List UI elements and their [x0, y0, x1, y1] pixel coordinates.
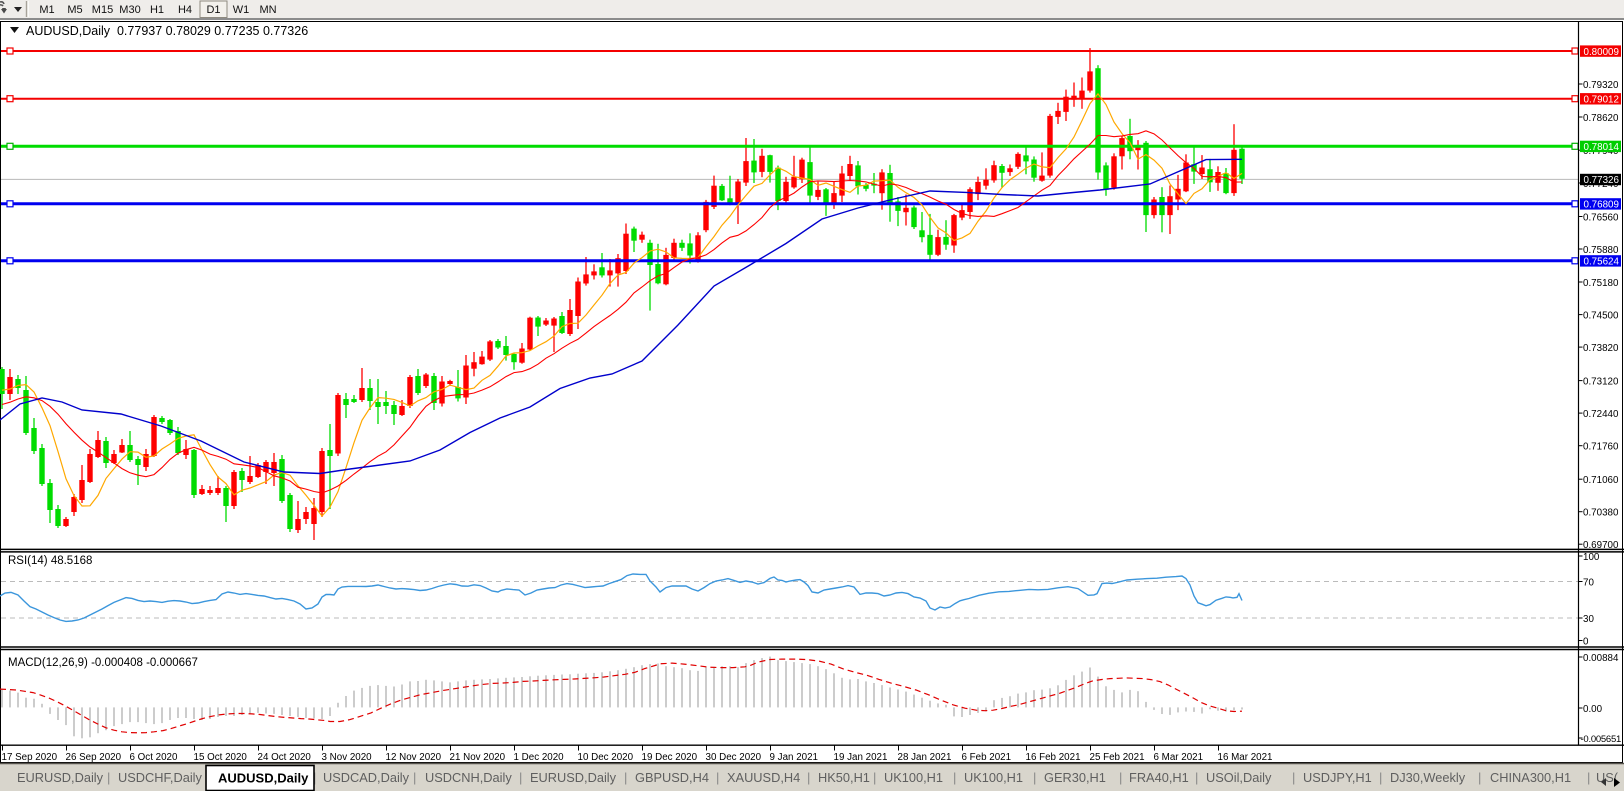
svg-text:|: |: [873, 770, 876, 785]
svg-text:26 Sep 2020: 26 Sep 2020: [66, 752, 122, 763]
svg-text:USDCAD,Daily: USDCAD,Daily: [323, 770, 410, 785]
svg-text:-0.005651: -0.005651: [1581, 734, 1622, 745]
svg-text:|: |: [1587, 770, 1590, 785]
svg-text:0.80009: 0.80009: [1584, 47, 1619, 58]
svg-text:RSI(14) 48.5168: RSI(14) 48.5168: [8, 555, 92, 567]
svg-text:|: |: [624, 770, 627, 785]
svg-text:FRA40,H1: FRA40,H1: [1129, 770, 1189, 785]
svg-text:EURUSD,Daily: EURUSD,Daily: [530, 770, 617, 785]
svg-text:M1: M1: [39, 4, 54, 16]
svg-text:0.75180: 0.75180: [1583, 278, 1619, 289]
svg-text:|: |: [1292, 770, 1295, 785]
svg-text:0.69700: 0.69700: [1583, 540, 1619, 551]
svg-text:0.78014: 0.78014: [1584, 142, 1620, 153]
svg-text:USOil,Daily: USOil,Daily: [1206, 770, 1272, 785]
svg-text:3 Nov 2020: 3 Nov 2020: [322, 752, 373, 763]
svg-text:100: 100: [1583, 552, 1600, 563]
svg-text:0.75624: 0.75624: [1584, 257, 1620, 268]
svg-text:AUDUSD,Daily 0.77937 0.78029: AUDUSD,Daily 0.77937 0.78029 0.77235 0.7…: [26, 24, 308, 38]
svg-text:US(: US(: [1596, 770, 1619, 785]
svg-text:16 Feb 2021: 16 Feb 2021: [1026, 752, 1081, 763]
svg-text:EURUSD,Daily: EURUSD,Daily: [17, 770, 104, 785]
svg-text:19 Jan 2021: 19 Jan 2021: [834, 752, 888, 763]
svg-text:1 Dec 2020: 1 Dec 2020: [514, 752, 565, 763]
svg-text:0.00884: 0.00884: [1583, 653, 1619, 664]
svg-text:HK50,H1: HK50,H1: [818, 770, 870, 785]
svg-text:30 Dec 2020: 30 Dec 2020: [706, 752, 762, 763]
svg-text:0.71760: 0.71760: [1583, 442, 1619, 453]
svg-text:21 Nov 2020: 21 Nov 2020: [450, 752, 506, 763]
svg-text:H4: H4: [178, 4, 192, 16]
svg-text:0.76809: 0.76809: [1584, 200, 1619, 211]
svg-text:0.73120: 0.73120: [1583, 377, 1619, 388]
svg-text:10 Dec 2020: 10 Dec 2020: [578, 752, 634, 763]
svg-text:USDCHF,Daily: USDCHF,Daily: [118, 770, 202, 785]
svg-text:0.73820: 0.73820: [1583, 343, 1619, 354]
svg-text:25 Feb 2021: 25 Feb 2021: [1090, 752, 1145, 763]
svg-text:M30: M30: [119, 4, 140, 16]
svg-text:0.79320: 0.79320: [1583, 80, 1619, 91]
svg-text:W1: W1: [233, 4, 250, 16]
svg-text:MACD(12,26,9) -0.000408 -0.000: MACD(12,26,9) -0.000408 -0.000667: [8, 657, 198, 669]
svg-text:UK100,H1: UK100,H1: [964, 770, 1023, 785]
svg-text:|: |: [1033, 770, 1036, 785]
svg-text:0.74500: 0.74500: [1583, 311, 1619, 322]
svg-text:30: 30: [1583, 614, 1594, 625]
svg-text:GER30,H1: GER30,H1: [1044, 770, 1106, 785]
svg-text:|: |: [519, 770, 522, 785]
svg-text:16 Mar 2021: 16 Mar 2021: [1218, 752, 1273, 763]
svg-text:|: |: [953, 770, 956, 785]
svg-text:0.71060: 0.71060: [1583, 475, 1619, 486]
svg-text:6 Feb 2021: 6 Feb 2021: [962, 752, 1012, 763]
svg-text:M5: M5: [67, 4, 82, 16]
svg-text:19 Dec 2020: 19 Dec 2020: [642, 752, 698, 763]
svg-text:17 Sep 2020: 17 Sep 2020: [2, 752, 58, 763]
svg-text:USDCNH,Daily: USDCNH,Daily: [425, 770, 512, 785]
svg-text:USDJPY,H1: USDJPY,H1: [1303, 770, 1372, 785]
svg-text:DJ30,Weekly: DJ30,Weekly: [1390, 770, 1466, 785]
svg-text:0.77326: 0.77326: [1584, 175, 1620, 186]
svg-text:|: |: [1478, 770, 1481, 785]
svg-text:6 Mar 2021: 6 Mar 2021: [1154, 752, 1204, 763]
svg-text:0.00: 0.00: [1583, 704, 1603, 715]
svg-text:AUDUSD,Daily: AUDUSD,Daily: [218, 771, 309, 786]
svg-text:70: 70: [1583, 578, 1594, 589]
svg-text:M15: M15: [92, 4, 113, 16]
svg-text:12 Nov 2020: 12 Nov 2020: [386, 752, 442, 763]
svg-text:24 Oct 2020: 24 Oct 2020: [258, 752, 312, 763]
svg-text:|: |: [1195, 770, 1198, 785]
svg-text:|: |: [413, 770, 416, 785]
svg-text:0.72440: 0.72440: [1583, 409, 1619, 420]
svg-text:|: |: [807, 770, 810, 785]
svg-text:D1: D1: [206, 4, 220, 16]
svg-text:6 Oct 2020: 6 Oct 2020: [130, 752, 178, 763]
svg-text:|: |: [1119, 770, 1122, 785]
svg-text:15 Oct 2020: 15 Oct 2020: [194, 752, 248, 763]
svg-text:0.79012: 0.79012: [1584, 95, 1619, 106]
svg-text:0.70380: 0.70380: [1583, 508, 1619, 519]
svg-text:|: |: [1379, 770, 1382, 785]
svg-text:|: |: [107, 770, 110, 785]
svg-text:9 Jan 2021: 9 Jan 2021: [770, 752, 818, 763]
svg-text:0.75880: 0.75880: [1583, 245, 1619, 256]
svg-text:0.76560: 0.76560: [1583, 213, 1619, 224]
svg-text:CHINA300,H1: CHINA300,H1: [1490, 770, 1571, 785]
svg-text:MN: MN: [259, 4, 276, 16]
svg-text:|: |: [716, 770, 719, 785]
svg-text:H1: H1: [150, 4, 164, 16]
svg-text:UK100,H1: UK100,H1: [884, 770, 943, 785]
svg-text:GBPUSD,H4: GBPUSD,H4: [635, 770, 709, 785]
svg-text:XAUUSD,H4: XAUUSD,H4: [727, 770, 800, 785]
svg-text:0: 0: [1583, 637, 1589, 648]
svg-text:28 Jan 2021: 28 Jan 2021: [898, 752, 952, 763]
svg-text:0.78620: 0.78620: [1583, 113, 1619, 124]
